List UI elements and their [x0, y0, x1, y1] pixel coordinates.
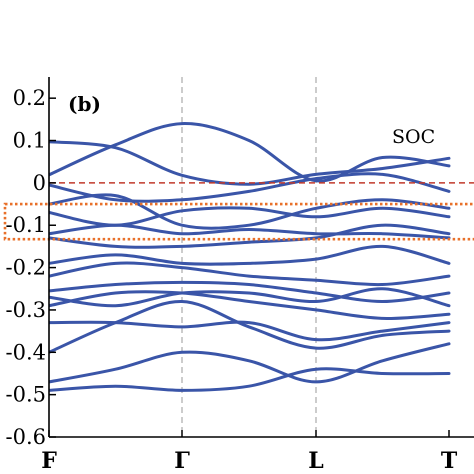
y-ticks: 0.2 0.1 0 -0.1 -0.2 -0.3 -0.4 -0.5 -0.6: [6, 86, 56, 449]
x-tick-label: L: [308, 448, 323, 474]
x-tick-label: Γ: [174, 448, 190, 474]
y-tick-label: -0.1: [6, 213, 47, 237]
y-tick-label: 0.1: [13, 129, 46, 153]
band-line: [49, 261, 451, 287]
panel-label: (b): [68, 92, 101, 116]
band-line: [49, 342, 451, 384]
band-line: [49, 122, 451, 183]
band-line: [49, 287, 451, 308]
x-tick-label: T: [441, 448, 458, 474]
y-tick-label: -0.3: [6, 298, 47, 322]
y-tick-label: 0: [33, 171, 46, 195]
band-line: [49, 280, 451, 304]
band-line: [49, 223, 451, 240]
band-line: [49, 290, 451, 320]
band-line: [49, 244, 451, 266]
band-line: [49, 367, 451, 392]
band-line: [49, 299, 451, 354]
soc-annotation: SOC: [392, 126, 435, 148]
band-line: [49, 140, 451, 186]
band-line: [49, 206, 451, 227]
band-line: [49, 223, 451, 249]
y-tick-label: -0.4: [6, 340, 47, 364]
x-tick-label: F: [41, 448, 57, 474]
high-symmetry-lines: [181, 77, 317, 437]
band-lines: [49, 122, 451, 392]
highlight-window: [3, 202, 474, 241]
y-tick-label: -0.2: [6, 256, 47, 280]
band-line: [49, 193, 451, 230]
band-line: [49, 172, 451, 203]
y-tick-label: -0.5: [6, 383, 47, 407]
y-tick-label: -0.6: [6, 425, 47, 449]
y-tick-label: 0.2: [13, 86, 46, 110]
